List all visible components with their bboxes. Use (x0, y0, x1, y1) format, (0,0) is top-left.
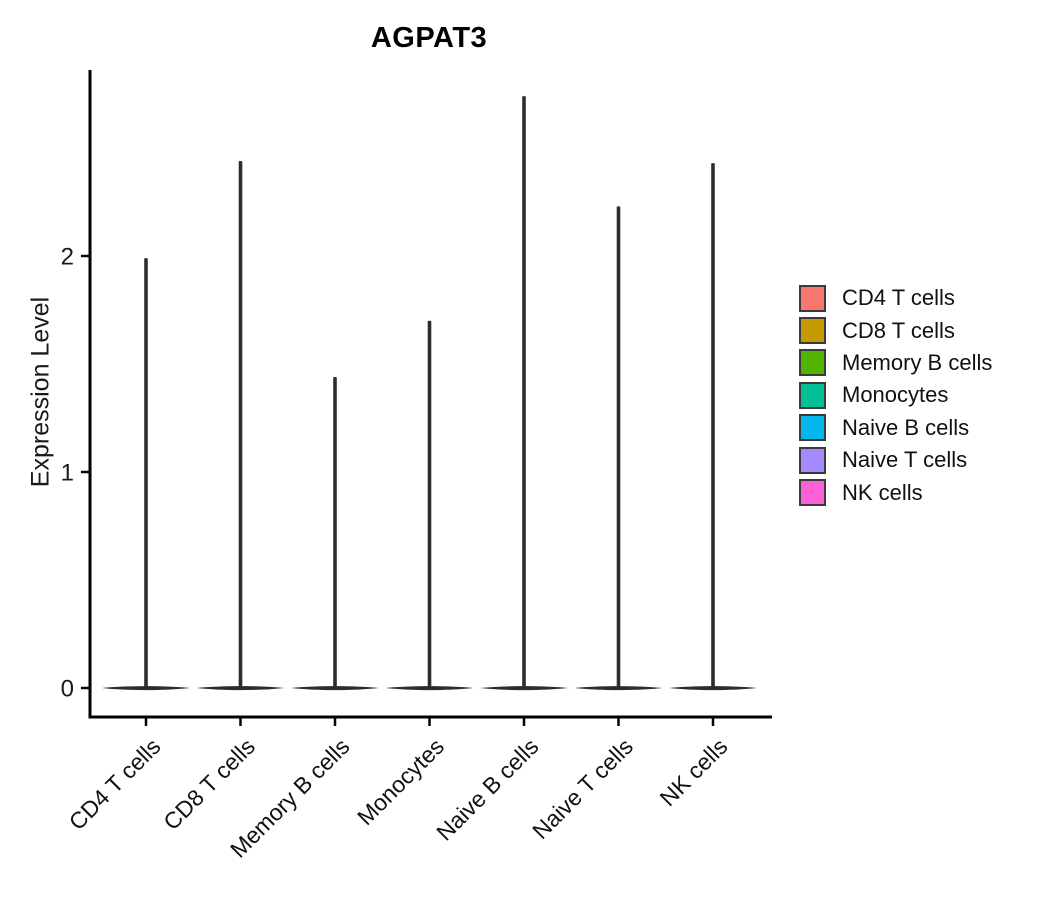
violin-spike (522, 96, 526, 688)
violin-spike (238, 160, 243, 688)
legend-label: Monocytes (842, 382, 949, 408)
legend-swatch (799, 479, 826, 507)
y-tick-label: 0 (61, 676, 74, 703)
violin-spike (616, 206, 621, 688)
legend-item: Naive T cells (799, 444, 992, 476)
violin-base (669, 686, 757, 691)
legend-label: CD4 T cells (842, 285, 955, 311)
violin-base (196, 686, 285, 691)
legend-swatch (799, 414, 826, 442)
legend-swatch (799, 381, 826, 409)
x-axis-label: NK cells (654, 733, 732, 811)
violin-spike (333, 376, 337, 688)
y-tick-label: 2 (61, 244, 74, 271)
legend-item: Naive B cells (799, 412, 992, 444)
legend-swatch (799, 284, 826, 312)
violin-base (102, 686, 190, 691)
legend-label: Memory B cells (842, 349, 993, 375)
x-axis-label: CD8 T cells (158, 733, 260, 835)
x-axis-label: CD4 T cells (64, 733, 166, 835)
legend-label: Naive T cells (842, 447, 968, 473)
legend-label: Naive B cells (842, 414, 970, 440)
x-axis-label: Naive B cells (431, 733, 543, 845)
chart-title: AGPAT3 (370, 22, 488, 54)
y-tick-label: 1 (61, 460, 74, 487)
legend-item: Monocytes (799, 379, 992, 411)
legend-item: Memory B cells (799, 347, 992, 379)
legend-label: CD8 T cells (842, 317, 955, 343)
x-axis-label: Monocytes (352, 733, 449, 830)
violin-spike (427, 320, 432, 688)
violin-base (574, 686, 663, 691)
legend-item: CD8 T cells (799, 314, 992, 346)
legend-label: NK cells (842, 479, 923, 505)
x-axis-label: Naive T cells (527, 733, 638, 844)
y-axis-label: Expression Level (26, 296, 55, 488)
legend-item: CD4 T cells (799, 282, 992, 314)
legend-item: NK cells (799, 476, 992, 508)
legend-swatch (799, 349, 826, 377)
violin-spike (711, 163, 715, 688)
legend-swatch (799, 317, 826, 345)
violin-base (291, 686, 379, 691)
violin-base (480, 686, 568, 691)
violin-spike (144, 258, 148, 688)
legend-swatch (799, 446, 826, 474)
violin-base (385, 686, 474, 691)
legend: CD4 T cells CD8 T cells Memory B cells Mono… (799, 282, 992, 509)
